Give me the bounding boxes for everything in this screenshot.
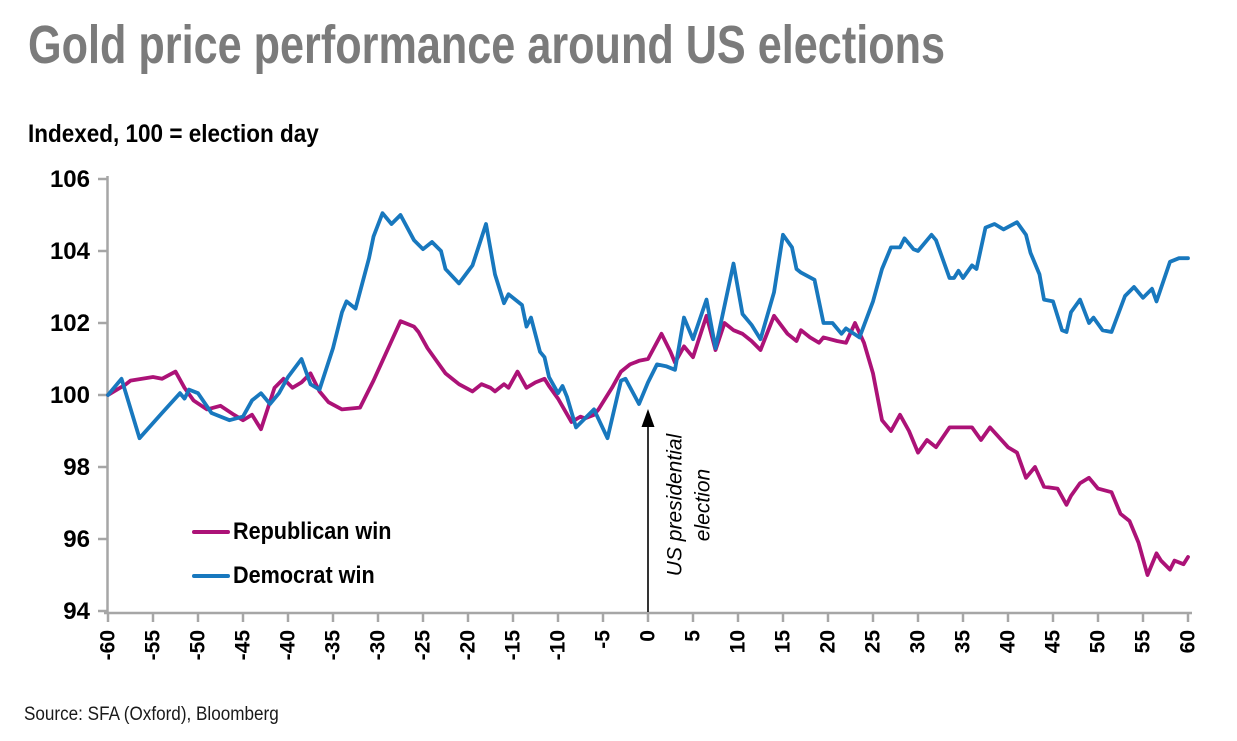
- y-tick-label: 100: [50, 382, 90, 409]
- x-tick-label: -20: [457, 630, 480, 660]
- x-tick-label: -10: [547, 630, 570, 660]
- x-tick-label: 50: [1087, 630, 1110, 653]
- republican-win-line: [106, 313, 1190, 577]
- election-annotation-line1: US presidential: [664, 432, 687, 576]
- legend-item-republican: Republican win: [192, 516, 409, 548]
- x-tick-label: -60: [97, 630, 120, 660]
- y-tick-label: 96: [63, 526, 90, 553]
- x-tick-label: 25: [862, 630, 885, 654]
- x-tick-label: -25: [412, 630, 435, 661]
- y-tick-label: 98: [63, 454, 90, 481]
- democrat-line-swatch: [192, 574, 230, 578]
- x-tick-label: -35: [322, 630, 345, 661]
- x-tick-label: -40: [277, 630, 300, 660]
- legend-item-democrat: Democrat win: [192, 560, 409, 592]
- election-annotation-line2: election: [692, 469, 715, 541]
- legend-label-democrat: Democrat win: [233, 562, 375, 589]
- x-tick-label: -50: [187, 630, 210, 660]
- chart-subtitle: Indexed, 100 = election day: [28, 120, 319, 148]
- x-tick-label: 20: [817, 630, 840, 653]
- y-tick-label: 102: [50, 310, 90, 337]
- x-tick-label: 35: [952, 630, 975, 654]
- x-tick-label: 40: [997, 630, 1020, 653]
- x-tick-label: 5: [682, 630, 705, 642]
- y-tick-label: 104: [50, 238, 91, 265]
- x-tick-label: 45: [1042, 630, 1065, 654]
- x-tick-label: 30: [907, 630, 930, 653]
- x-tick-label: -45: [232, 630, 255, 661]
- x-tick-label: 55: [1132, 630, 1155, 654]
- x-tick-label: 15: [772, 630, 795, 654]
- x-tick-label: 10: [727, 630, 750, 653]
- x-tick-label: 0: [637, 630, 660, 642]
- democrat-win-line: [106, 211, 1190, 441]
- y-tick-label: 106: [50, 166, 90, 193]
- x-tick-label: -55: [142, 630, 165, 661]
- chart-legend: Republican win Democrat win: [192, 516, 409, 592]
- x-tick-label: 60: [1177, 630, 1200, 653]
- x-tick-label: -15: [502, 630, 525, 661]
- republican-line-swatch: [192, 530, 230, 534]
- election-arrow-head: [641, 409, 655, 427]
- x-tick-label: -5: [592, 630, 615, 649]
- y-tick-label: 94: [63, 598, 90, 625]
- source-note: Source: SFA (Oxford), Bloomberg: [24, 704, 279, 725]
- legend-label-republican: Republican win: [233, 518, 392, 545]
- x-tick-label: -30: [367, 630, 390, 660]
- page-title: Gold price performance around US electio…: [28, 15, 946, 75]
